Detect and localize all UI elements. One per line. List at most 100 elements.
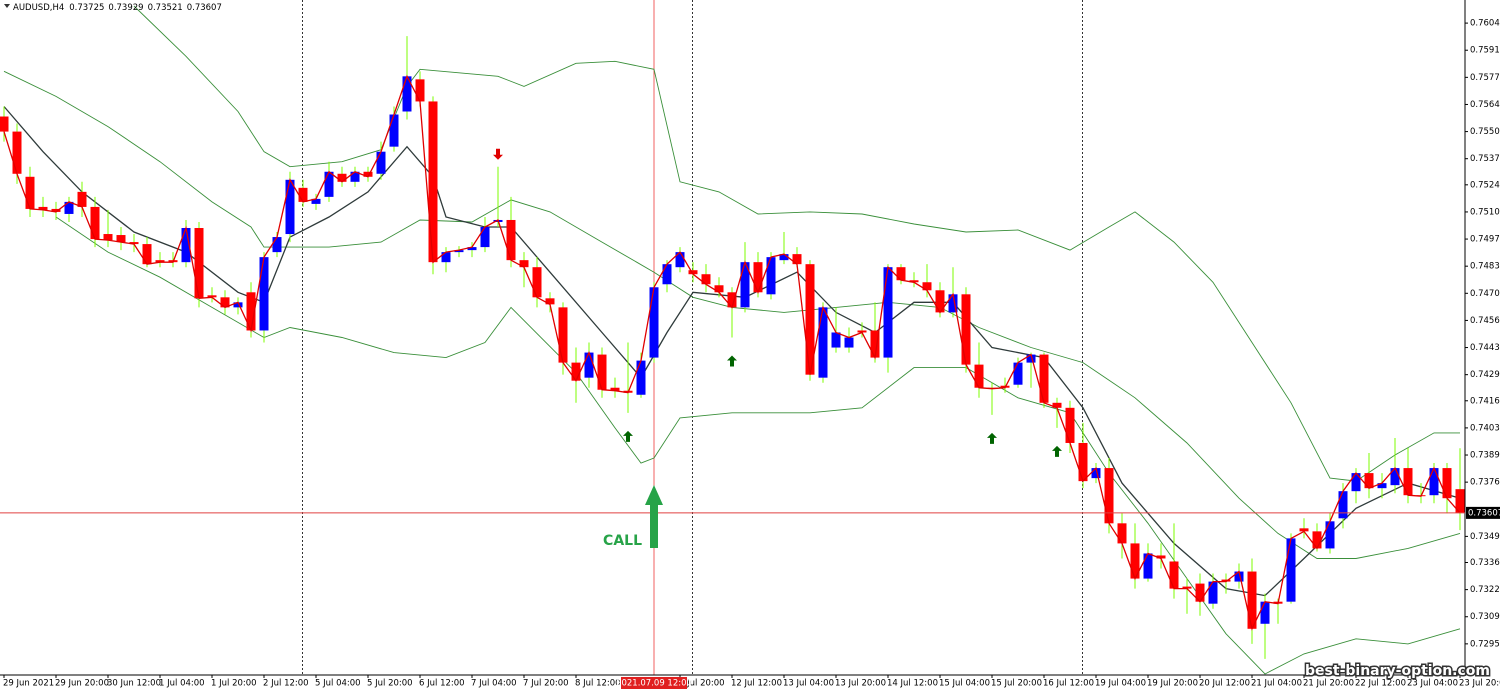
candle-body — [688, 270, 698, 275]
crosshair-label-box — [621, 677, 687, 689]
candle-body — [285, 179, 295, 235]
candle-body — [1260, 601, 1270, 624]
candle-body — [870, 330, 880, 358]
x-tick-label: 12 Jul 12:00 — [731, 679, 782, 689]
plot-area — [0, 0, 1465, 675]
x-tick-label: 1 Jul 20:00 — [211, 679, 257, 689]
candle-body — [246, 292, 256, 331]
candle-body — [77, 191, 87, 207]
candle-body — [1091, 468, 1101, 479]
candle-body — [1130, 543, 1140, 579]
candle-body — [454, 250, 464, 253]
candle-body — [636, 360, 646, 395]
indicator-line — [3, 70, 1461, 559]
x-tick-label: 1 Jul 04:00 — [159, 679, 205, 689]
candle-body — [1078, 442, 1088, 482]
candle-body — [649, 287, 659, 358]
candle-body — [220, 297, 230, 308]
y-tick-label: 0.75775 — [1470, 73, 1500, 83]
candle-body — [545, 298, 555, 305]
candle-body — [662, 264, 672, 285]
candle-body — [792, 254, 802, 265]
x-tick-label: 13 Jul 04:00 — [783, 679, 834, 689]
x-tick-label: 21 Jul 04:00 — [1251, 679, 1302, 689]
y-tick-label: 0.74295 — [1470, 370, 1500, 380]
candle-body — [103, 234, 113, 241]
chart-header: AUDUSD,H4 0.73725 0.73929 0.73521 0.73607 — [13, 3, 222, 13]
candle-body — [1143, 553, 1153, 579]
indicator-line — [133, 5, 1460, 482]
x-tick-label: 8 Jul 12:00 — [575, 679, 621, 689]
x-tick-label: 16 Jul 12:00 — [1043, 679, 1094, 689]
call-label: CALL — [603, 533, 642, 549]
candle-body — [961, 294, 971, 365]
header-low: 0.73521 — [148, 3, 183, 13]
x-tick-label: 7 Jul 20:00 — [523, 679, 569, 689]
price-label-box — [1466, 506, 1500, 519]
call-arrow — [645, 485, 663, 548]
x-tick-label: 21 Jul 20:00 — [1303, 679, 1354, 689]
x-tick-label: 6 Jul 12:00 — [419, 679, 465, 689]
candle-body — [207, 295, 217, 298]
candle-body — [428, 101, 438, 263]
candle-body — [441, 252, 451, 263]
x-tick-label: 7 Jul 04:00 — [471, 679, 517, 689]
candle-body — [818, 307, 828, 378]
candle-body — [1039, 354, 1049, 403]
candle-body — [155, 260, 165, 263]
candle-body — [129, 242, 139, 245]
header-open: 0.73725 — [69, 3, 104, 13]
x-tick-label: 23 Jul 04:00 — [1407, 679, 1458, 689]
candle-body — [64, 201, 74, 214]
up-arrow — [987, 432, 997, 444]
candle-body — [259, 257, 269, 331]
candle-body — [701, 274, 711, 285]
candle-body — [675, 252, 685, 268]
candle-body — [272, 237, 282, 253]
x-tick-label: 9 Jul 20:00 — [679, 679, 725, 689]
candle-body — [1442, 468, 1452, 499]
y-tick-label: 0.73225 — [1470, 585, 1500, 595]
candle-body — [740, 262, 750, 308]
candle-body — [597, 354, 607, 390]
candle-body — [922, 282, 932, 291]
candle-body — [402, 76, 412, 112]
crosshair-label: 2021.07.09 12:00 — [616, 679, 692, 689]
candle-body — [363, 171, 373, 177]
x-tick-label: 29 Jun 20:00 — [55, 679, 109, 689]
x-tick-label: 5 Jul 04:00 — [315, 679, 361, 689]
y-tick-label: 0.75505 — [1470, 127, 1500, 137]
candle-body — [883, 267, 893, 358]
candle-body — [1013, 362, 1023, 385]
up-arrow — [1052, 445, 1062, 457]
candle-body — [1325, 521, 1335, 549]
candle-body — [896, 267, 906, 281]
indicator-line — [55, 216, 1461, 675]
candle-body — [116, 235, 126, 243]
candle-body — [311, 198, 321, 204]
candle-body — [779, 254, 789, 261]
candle-body — [1377, 483, 1387, 489]
candle-body — [974, 364, 984, 388]
candle-body — [753, 262, 763, 293]
candle-body — [844, 337, 854, 348]
chart-title: AUDUSD,H4 — [13, 3, 64, 13]
candle-body — [1182, 586, 1192, 589]
candle-body — [1455, 489, 1465, 513]
x-tick-label: 2 Jul 12:00 — [263, 679, 309, 689]
symbol-icon — [4, 4, 10, 8]
candle-body — [1156, 555, 1166, 559]
up-arrow — [623, 430, 633, 442]
candle-body — [376, 151, 386, 174]
up-arrow — [727, 355, 737, 367]
candle-body — [389, 114, 399, 147]
candle-body — [714, 285, 724, 293]
